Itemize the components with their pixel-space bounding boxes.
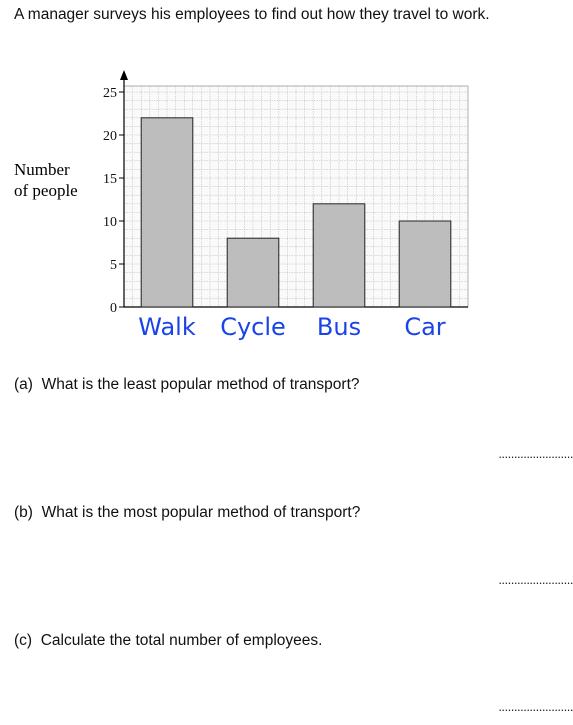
y-axis-label-line-2: of people <box>14 181 78 200</box>
intro-text: A manager surveys his employees to find … <box>14 6 490 23</box>
y-axis-arrow-icon <box>120 70 128 80</box>
y-tick-label: 25 <box>103 86 117 101</box>
question-c-text: Calculate the total number of employees. <box>40 632 323 649</box>
y-axis-label-line-1: Number <box>14 160 70 179</box>
bar-chart: 0 5 10 15 20 25 Walk Cycle Bus Car Number of peo… <box>14 70 469 341</box>
question-c: (c) Calculate the total number of employ… <box>14 632 322 650</box>
x-label-car: Car <box>404 313 445 341</box>
y-tick-label: 20 <box>103 129 117 144</box>
y-tick-label: 5 <box>110 258 117 273</box>
question-b-label: (b) <box>14 504 33 521</box>
y-tick-label: 0 <box>110 301 117 316</box>
x-label-bus: Bus <box>317 313 361 341</box>
bar-car <box>398 220 452 308</box>
answer-line-c[interactable]: ........................ <box>498 699 573 714</box>
chart-bars <box>140 117 452 308</box>
answer-line-b[interactable]: ........................ <box>498 572 573 587</box>
bar-walk <box>140 117 194 308</box>
question-a-text: What is the least popular method of tran… <box>41 376 360 393</box>
x-label-cycle: Cycle <box>220 313 286 341</box>
bar-cycle <box>226 237 280 308</box>
answer-line-a[interactable]: ........................ <box>498 446 573 461</box>
question-a-label: (a) <box>14 376 33 393</box>
y-ticks: 0 5 10 15 20 25 <box>103 86 124 316</box>
question-b-text: What is the most popular method of trans… <box>41 504 361 521</box>
y-tick-label: 15 <box>103 172 117 187</box>
y-tick-label: 10 <box>103 215 117 230</box>
question-b: (b) What is the most popular method of t… <box>14 504 360 522</box>
question-c-label: (c) <box>14 632 33 649</box>
question-a: (a) What is the least popular method of … <box>14 376 360 394</box>
x-category-labels: Walk Cycle Bus Car <box>138 313 446 341</box>
bar-bus <box>312 203 366 308</box>
x-label-walk: Walk <box>138 313 196 341</box>
